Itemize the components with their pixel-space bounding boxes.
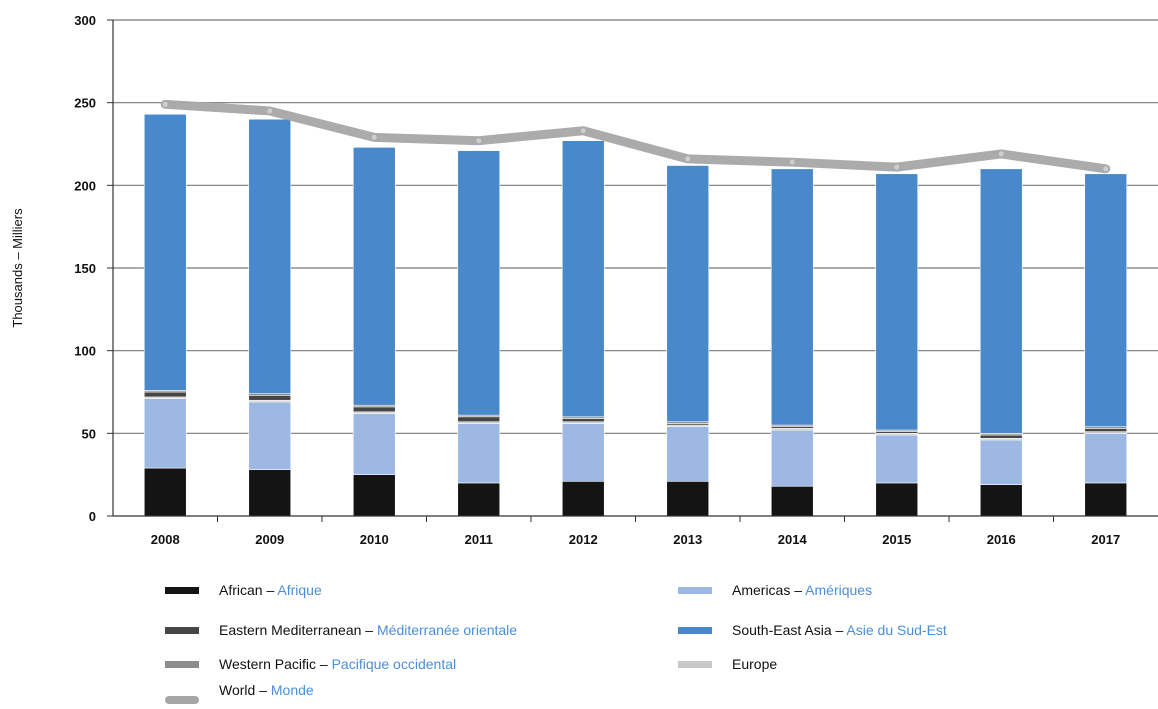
- bar-segment-south-east-asia-2017: [1084, 173, 1128, 428]
- world-point-2011: [476, 138, 482, 144]
- x-tick-label: 2009: [255, 532, 284, 547]
- world-point-2015: [894, 164, 900, 170]
- bar-segment-african-2009: [248, 469, 292, 517]
- bar-segment-americas-2011: [457, 423, 501, 484]
- bar-segment-south-east-asia-2014: [770, 168, 814, 426]
- world-point-2009: [267, 108, 273, 114]
- world-point-2017: [1103, 166, 1109, 172]
- world-point-2008: [162, 101, 168, 107]
- bars: [143, 113, 1128, 517]
- bar-segment-americas-2008: [143, 398, 187, 469]
- world-point-2016: [998, 151, 1004, 157]
- bar-segment-african-2016: [979, 484, 1023, 517]
- chart-area: 0 50 100 150 200 250 300 2008 2009 2010 2011 2012 20…: [10, 13, 1158, 547]
- y-tick-label: 100: [74, 344, 96, 359]
- axes: 0 50 100 150 200 250 300 2008 2009 2010 2011 2012 20…: [74, 13, 1158, 547]
- bar-segment-south-east-asia-2016: [979, 168, 1023, 434]
- bar-segment-south-east-asia-2011: [457, 150, 501, 416]
- bar-segment-americas-2009: [248, 401, 292, 471]
- legend-swatch-americas: [678, 587, 712, 594]
- bar-segment-african-2013: [666, 480, 710, 517]
- bar-segment-african-2015: [875, 482, 919, 517]
- x-tick-label: 2011: [465, 532, 493, 547]
- bar-segment-eastern-mediterranean-2016: [979, 434, 1023, 439]
- bar-segment-eastern-mediterranean-2010: [352, 406, 396, 413]
- y-tick-label: 150: [74, 261, 96, 276]
- world-point-2012: [580, 128, 586, 134]
- bar-segment-americas-2017: [1084, 433, 1128, 484]
- bar-segment-south-east-asia-2008: [143, 113, 187, 391]
- bar-segment-south-east-asia-2012: [561, 140, 605, 418]
- bar-segment-eastern-mediterranean-2009: [248, 395, 292, 401]
- x-tick-label: 2014: [778, 532, 808, 547]
- world-point-2014: [789, 159, 795, 165]
- y-tick-label: 0: [89, 509, 96, 524]
- bar-segment-eastern-mediterranean-2011: [457, 416, 501, 423]
- x-tick-label: 2008: [151, 532, 180, 547]
- world-point-2010: [371, 134, 377, 140]
- bar-segment-african-2011: [457, 482, 501, 517]
- bar-segment-african-2012: [561, 480, 605, 517]
- bar-segment-americas-2010: [352, 413, 396, 475]
- legend-swatch-western-pacific: [165, 661, 199, 668]
- bar-segment-south-east-asia-2010: [352, 147, 396, 406]
- world-line: [160, 99, 1111, 174]
- bar-segment-south-east-asia-2013: [666, 165, 710, 423]
- bar-segment-eastern-mediterranean-2008: [143, 391, 187, 398]
- legend-swatch-europe: [678, 661, 712, 668]
- x-tick-label: 2016: [987, 532, 1016, 547]
- bar-segment-americas-2015: [875, 434, 919, 484]
- bar-segment-eastern-mediterranean-2017: [1084, 428, 1128, 432]
- bar-segment-south-east-asia-2009: [248, 118, 292, 394]
- bar-segment-african-2017: [1084, 482, 1128, 517]
- bar-segment-african-2010: [352, 474, 396, 517]
- bar-segment-african-2008: [143, 467, 187, 517]
- y-tick-label: 250: [74, 96, 96, 111]
- bar-segment-americas-2012: [561, 423, 605, 482]
- legend-swatch-world: [165, 696, 199, 704]
- world-point-2013: [685, 156, 691, 162]
- world-series-line: [160, 99, 1111, 174]
- y-tick-label: 300: [74, 13, 96, 28]
- bar-segment-americas-2013: [666, 426, 710, 482]
- x-tick-label: 2015: [882, 532, 911, 547]
- x-tick-label: 2012: [569, 532, 598, 547]
- x-tick-label: 2013: [673, 532, 702, 547]
- y-tick-label: 50: [82, 426, 96, 441]
- bar-segment-african-2014: [770, 485, 814, 517]
- x-tick-label: 2010: [360, 532, 389, 547]
- bar-segment-americas-2016: [979, 439, 1023, 485]
- bar-segment-eastern-mediterranean-2012: [561, 418, 605, 423]
- legend-swatch-south-east-asia: [678, 627, 712, 634]
- legend-swatch-african: [165, 587, 199, 594]
- x-tick-label: 2017: [1091, 532, 1120, 547]
- bar-segment-americas-2014: [770, 429, 814, 487]
- y-tick-label: 200: [74, 178, 96, 193]
- legend-swatch-eastern-mediterranean: [165, 627, 199, 634]
- y-axis-label: Thousands – Milliers: [10, 208, 25, 328]
- bar-segment-south-east-asia-2015: [875, 173, 919, 431]
